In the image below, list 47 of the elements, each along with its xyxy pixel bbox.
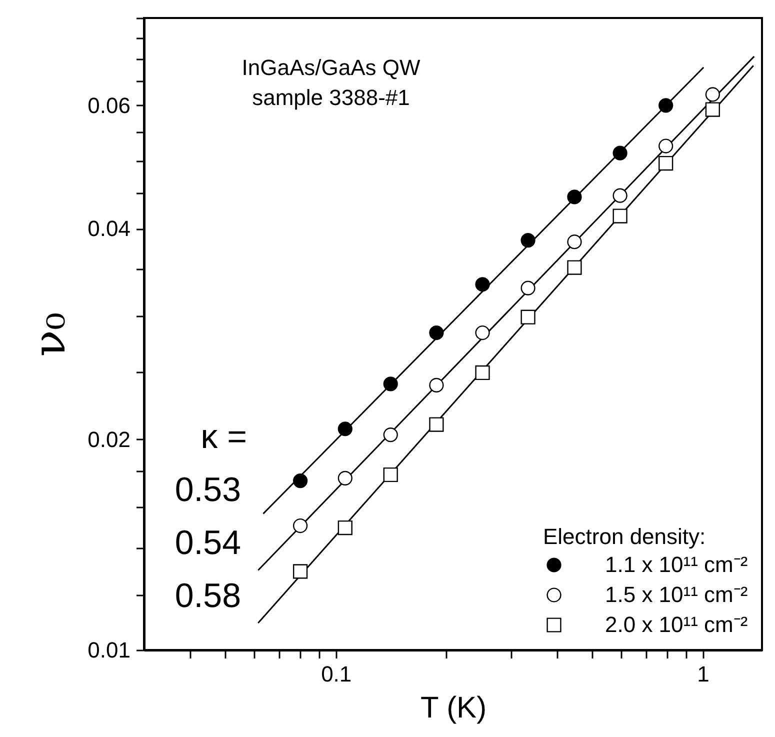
x-axis-title: T (K) [420, 692, 487, 724]
point [705, 102, 720, 117]
point [705, 87, 720, 102]
y-tick-label: 0.04 [88, 216, 130, 242]
point [567, 190, 582, 204]
point [429, 325, 444, 340]
point [429, 417, 444, 432]
y-tick-label: 0.06 [88, 92, 130, 118]
annotation: 0.53 [174, 471, 241, 509]
point [520, 232, 536, 248]
point [292, 473, 308, 488]
point [292, 564, 308, 579]
x-tick-label: 1 [697, 662, 710, 686]
legend-label: 1.5 x 10¹¹ cm⁻² [605, 582, 748, 607]
legend-label: 1.1 x 10¹¹ cm⁻² [605, 552, 748, 577]
annotation: κ = [200, 418, 247, 456]
y-axis-title: ν₀ [24, 312, 76, 357]
point [520, 310, 536, 324]
point [292, 518, 308, 534]
y-tick-label: 0.02 [88, 426, 130, 452]
y-tick-label: 0.01 [88, 638, 130, 662]
point [612, 146, 628, 160]
point [658, 138, 674, 154]
point [383, 467, 398, 482]
point [612, 208, 628, 224]
point [338, 520, 352, 536]
point [658, 156, 674, 171]
point [475, 365, 490, 380]
point [567, 260, 582, 275]
point [520, 280, 536, 296]
point [429, 378, 444, 392]
point [612, 188, 628, 203]
point [475, 277, 490, 292]
point [475, 325, 490, 340]
point [338, 422, 352, 436]
annotation: 0.54 [174, 524, 241, 562]
point [338, 470, 352, 486]
point [383, 428, 398, 442]
x-tick-label: 0.1 [321, 662, 352, 686]
annotation: sample 3388-#1 [252, 85, 410, 110]
annotation: InGaAs/GaAs QW [242, 55, 420, 80]
point [567, 234, 582, 250]
legend-title: Electron density: [543, 524, 706, 549]
annotation: 0.58 [174, 577, 241, 615]
point [383, 376, 398, 392]
legend-label: 2.0 x 10¹¹ cm⁻² [605, 612, 748, 637]
point [658, 98, 674, 113]
